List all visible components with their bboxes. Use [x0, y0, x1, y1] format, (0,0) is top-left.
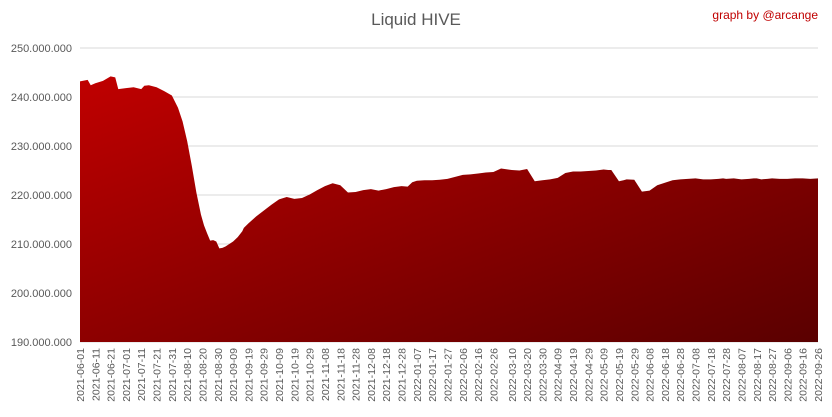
- y-tick-label: 190.000.000: [11, 337, 72, 349]
- chart-title: Liquid HIVE: [371, 10, 461, 29]
- x-tick-label: 2021-08-20: [197, 348, 209, 402]
- y-tick-label: 230.000.000: [11, 141, 72, 153]
- x-tick-label: 2022-09-26: [813, 348, 825, 402]
- x-tick-label: 2021-07-31: [167, 348, 179, 402]
- x-tick-label: 2022-07-08: [691, 348, 703, 402]
- x-tick-label: 2022-09-06: [782, 348, 794, 402]
- x-tick-label: 2022-04-29: [583, 348, 595, 402]
- x-tick-label: 2022-05-09: [599, 348, 611, 402]
- x-tick-label: 2022-01-07: [412, 348, 424, 402]
- x-tick-label: 2021-06-11: [90, 348, 102, 401]
- area-series-0: [80, 76, 818, 343]
- x-tick-label: 2022-08-27: [767, 348, 779, 402]
- x-tick-label: 2021-12-18: [381, 348, 393, 402]
- x-tick-label: 2022-07-28: [721, 348, 733, 402]
- y-tick-label: 250.000.000: [11, 43, 72, 55]
- x-tick-label: 2021-11-28: [351, 348, 363, 401]
- y-tick-label: 200.000.000: [11, 288, 72, 300]
- x-tick-label: 2021-09-09: [228, 348, 240, 402]
- x-tick-label: 2022-08-07: [736, 348, 748, 402]
- x-tick-label: 2022-08-17: [752, 348, 764, 402]
- x-tick-label: 2022-05-19: [614, 348, 626, 402]
- x-tick-label: 2022-01-17: [427, 348, 439, 402]
- y-tick-label: 240.000.000: [11, 92, 72, 104]
- x-tick-label: 2022-03-20: [522, 348, 534, 402]
- x-tick-label: 2022-02-06: [458, 348, 470, 402]
- x-tick-label: 2021-10-29: [305, 348, 317, 402]
- x-tick-label: 2021-12-28: [397, 348, 409, 402]
- x-tick-label: 2022-06-28: [675, 348, 687, 402]
- chart-credit: graph by @arcange: [712, 8, 818, 22]
- y-tick-label: 220.000.000: [11, 190, 72, 202]
- x-tick-label: 2021-06-01: [75, 348, 87, 402]
- x-tick-label: 2022-06-18: [660, 348, 672, 402]
- x-tick-label: 2021-07-01: [121, 348, 133, 402]
- x-tick-label: 2021-12-08: [366, 348, 378, 402]
- y-tick-label: 210.000.000: [11, 239, 72, 251]
- x-tick-label: 2021-07-21: [152, 348, 164, 402]
- x-tick-label: 2022-04-09: [553, 348, 565, 402]
- x-tick-label: 2022-07-18: [706, 348, 718, 402]
- x-tick-label: 2022-01-27: [442, 348, 454, 402]
- x-tick-label: 2022-09-16: [798, 348, 810, 402]
- x-tick-label: 2021-09-29: [259, 348, 271, 402]
- x-tick-label: 2022-05-29: [629, 348, 641, 402]
- x-tick-label: 2022-06-08: [645, 348, 657, 402]
- x-tick-label: 2021-08-30: [213, 348, 225, 402]
- x-tick-label: 2021-10-09: [274, 348, 286, 402]
- x-tick-label: 2021-11-18: [335, 348, 347, 401]
- x-tick-label: 2021-10-19: [289, 348, 301, 402]
- x-tick-label: 2022-04-19: [568, 348, 580, 402]
- x-tick-label: 2021-06-21: [106, 348, 118, 402]
- x-tick-label: 2021-11-08: [320, 348, 332, 401]
- x-tick-label: 2021-08-10: [182, 348, 194, 402]
- x-tick-label: 2021-09-19: [243, 348, 255, 402]
- x-tick-label: 2022-02-16: [473, 348, 485, 402]
- x-tick-label: 2022-03-30: [537, 348, 549, 402]
- x-tick-label: 2021-07-11: [136, 348, 148, 401]
- x-tick-label: 2022-03-10: [507, 348, 519, 402]
- x-tick-label: 2022-02-26: [488, 348, 500, 402]
